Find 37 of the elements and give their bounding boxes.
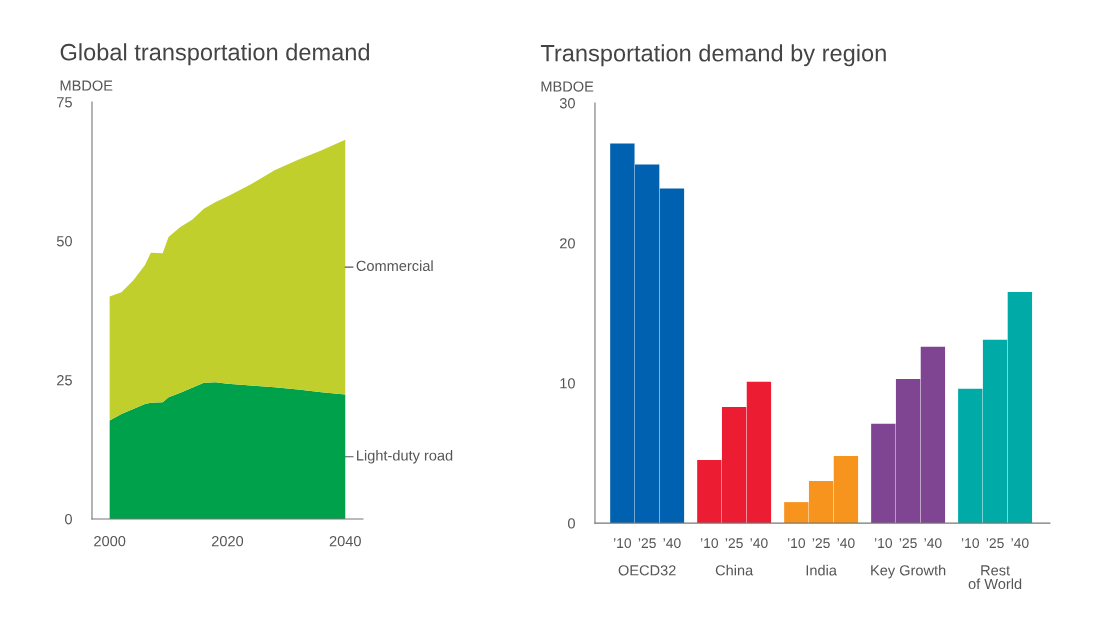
chart-title: Global transportation demand (60, 43, 370, 66)
text: ’10 (787, 538, 806, 549)
y-tick-label: 10 (560, 378, 575, 389)
text: ’25 (899, 538, 917, 549)
text: ’40 (837, 538, 855, 549)
series-label: Commercial (356, 260, 433, 272)
series-label: ’10 (613, 538, 632, 549)
series-label: Light-duty road (357, 449, 453, 464)
y-tick-label: 0 (65, 514, 72, 525)
x-tick-label: Rest of World (968, 565, 1022, 590)
text: ’10 (700, 538, 719, 549)
text: ’10 (874, 538, 893, 549)
x-tick-label: OECD32 (618, 565, 676, 576)
x-tick-label: India (806, 564, 837, 576)
x-tick-label: 2000 (94, 536, 126, 547)
text: ’25 (812, 538, 830, 549)
y-axis-title: MBDOE (541, 81, 594, 92)
x-tick-label: China (715, 564, 754, 576)
y-tick-label: 0 (567, 518, 575, 529)
x-tick-label: Key Growth (871, 564, 946, 579)
text: ’40 (924, 538, 942, 549)
y-tick-label: 75 (57, 97, 72, 108)
x-tick-label: 2040 (329, 536, 361, 547)
y-tick-label: 25 (57, 375, 72, 386)
text: ’40 (750, 538, 768, 549)
y-tick-label: 30 (559, 98, 575, 109)
y-axis-title: MBDOE (60, 80, 113, 91)
x-tick-label: 2020 (211, 536, 244, 547)
text: ’25 (986, 538, 1004, 549)
chart-title: Transportation demand by region (540, 44, 886, 67)
y-tick-label: 50 (56, 236, 72, 247)
series-label: ’25 (638, 538, 656, 549)
y-tick-label: 20 (560, 238, 575, 249)
text: ’10 (961, 538, 980, 549)
series-label: ’40 (663, 538, 681, 549)
text: ’40 (1011, 538, 1029, 549)
text: ’25 (725, 538, 743, 549)
